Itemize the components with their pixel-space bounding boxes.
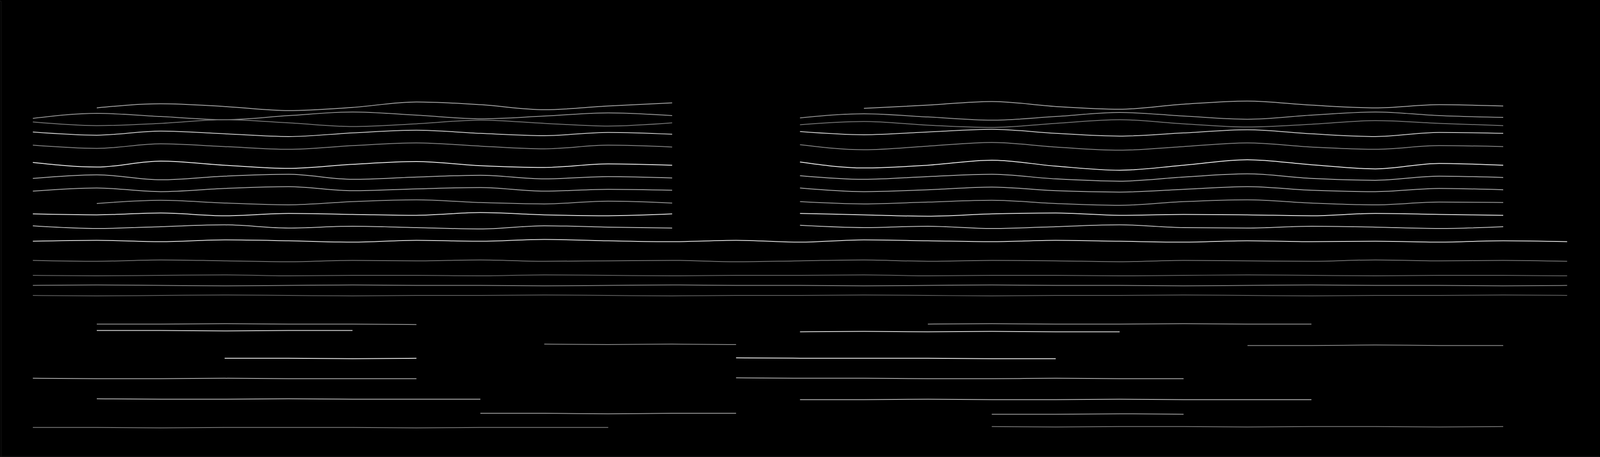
- trace: [33, 212, 1504, 216]
- trace: [224, 357, 1056, 359]
- trace: [96, 323, 1312, 325]
- plot: [0, 1, 1600, 457]
- axis-line: [1, 456, 1600, 457]
- trace: [544, 343, 1504, 346]
- trace: [33, 186, 1504, 192]
- trace: [33, 119, 1504, 128]
- trace: [33, 129, 1504, 137]
- trace: [33, 142, 1504, 150]
- trace: [33, 159, 1504, 170]
- trace: [33, 294, 1568, 296]
- trace: [33, 284, 1568, 286]
- trace: [33, 259, 1568, 262]
- y-axis: [0, 1, 2, 457]
- trace: [33, 111, 1504, 120]
- trace: [33, 426, 1504, 428]
- trace: [33, 224, 1504, 229]
- trace: [480, 413, 1184, 414]
- trace: [33, 377, 1184, 379]
- trace: [33, 239, 1568, 242]
- x-axis: [1, 456, 1600, 457]
- lines: [33, 100, 1568, 428]
- trace: [33, 173, 1504, 182]
- axis-line: [0, 1, 2, 457]
- trace: [96, 199, 1504, 206]
- trace: [96, 330, 1120, 332]
- trace: [96, 100, 1504, 111]
- trace: [96, 398, 1312, 400]
- chart: [0, 0, 1600, 457]
- trace: [33, 274, 1568, 276]
